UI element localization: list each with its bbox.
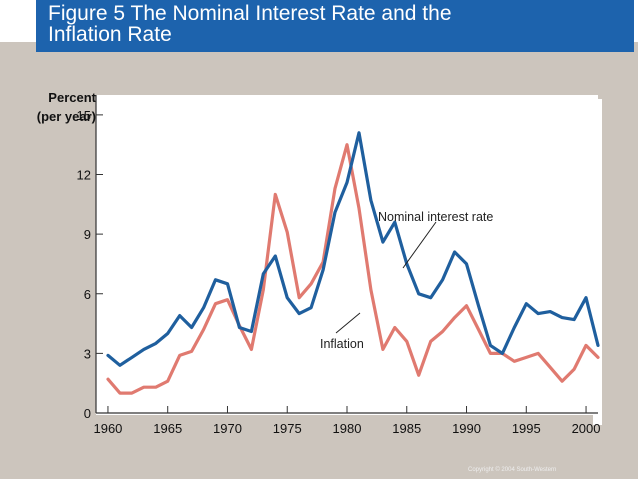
y-tick-label: 12 bbox=[77, 168, 91, 183]
y-tick-label: 9 bbox=[84, 227, 91, 242]
x-tick-label: 1975 bbox=[273, 421, 302, 436]
title-line-2: Inflation Rate bbox=[48, 23, 172, 46]
inflation-annotation: Inflation bbox=[320, 337, 364, 351]
plot-area bbox=[96, 95, 598, 415]
y-tick-label: 15 bbox=[77, 108, 91, 123]
title-line-1: Figure 5 The Nominal Interest Rate and t… bbox=[48, 2, 452, 25]
inflation-callout-line bbox=[335, 312, 361, 334]
y-tick-label: 6 bbox=[84, 287, 91, 302]
nominal-interest-rate-line bbox=[106, 131, 600, 367]
copyright-notice: Copyright © 2004 South-Western bbox=[468, 467, 557, 473]
x-tick-label: 1980 bbox=[333, 421, 362, 436]
y-tick-label: 0 bbox=[84, 406, 91, 421]
y-axis-label-line-1: Percent bbox=[48, 90, 96, 105]
x-tick-label: 1965 bbox=[153, 421, 182, 436]
x-tick-label: 1960 bbox=[93, 421, 122, 436]
nominal-rate-callout-line bbox=[402, 221, 437, 269]
y-axis-label-line-2: (per year) bbox=[36, 109, 96, 124]
y-tick-label: 3 bbox=[84, 346, 91, 361]
x-tick-label: 2000 bbox=[572, 421, 601, 436]
x-tick-label: 1995 bbox=[512, 421, 541, 436]
x-tick-label: 1970 bbox=[213, 421, 242, 436]
inflation-line bbox=[106, 143, 600, 395]
x-tick-label: 1985 bbox=[392, 421, 421, 436]
x-tick-label: 1990 bbox=[452, 421, 481, 436]
nominal-rate-annotation: Nominal interest rate bbox=[378, 210, 493, 224]
title-bar: Figure 5 The Nominal Interest Rate and t… bbox=[36, 0, 634, 52]
y-axis-label: Percent (per year) bbox=[4, 88, 96, 126]
